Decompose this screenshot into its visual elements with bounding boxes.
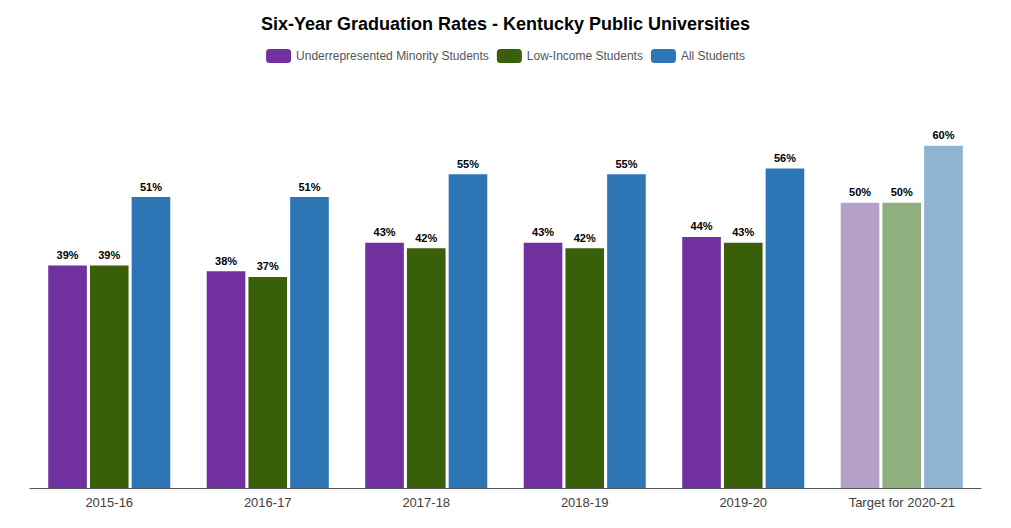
svg-text:39%: 39% — [57, 249, 79, 261]
svg-text:Target for 2020-21: Target for 2020-21 — [849, 495, 955, 510]
svg-text:All Students: All Students — [681, 49, 745, 63]
svg-text:50%: 50% — [849, 186, 871, 198]
svg-text:2019-20: 2019-20 — [719, 495, 767, 510]
svg-text:39%: 39% — [98, 249, 120, 261]
svg-text:2016-17: 2016-17 — [244, 495, 292, 510]
svg-text:55%: 55% — [457, 158, 479, 170]
svg-text:51%: 51% — [298, 181, 320, 193]
svg-text:42%: 42% — [574, 232, 596, 244]
svg-text:Underrepresented Minority Stud: Underrepresented Minority Students — [296, 49, 489, 63]
svg-text:51%: 51% — [140, 181, 162, 193]
svg-text:2018-19: 2018-19 — [561, 495, 609, 510]
svg-text:43%: 43% — [732, 226, 754, 238]
svg-text:Low-Income Students: Low-Income Students — [527, 49, 643, 63]
svg-text:50%: 50% — [891, 186, 913, 198]
svg-text:60%: 60% — [932, 129, 954, 141]
svg-text:37%: 37% — [257, 260, 279, 272]
svg-text:55%: 55% — [615, 158, 637, 170]
svg-text:43%: 43% — [374, 226, 396, 238]
svg-text:2017-18: 2017-18 — [402, 495, 450, 510]
svg-text:44%: 44% — [691, 220, 713, 232]
svg-text:56%: 56% — [774, 152, 796, 164]
svg-text:2015-16: 2015-16 — [85, 495, 133, 510]
svg-text:43%: 43% — [532, 226, 554, 238]
svg-text:Six-Year Graduation Rates - Ke: Six-Year Graduation Rates - Kentucky Pub… — [261, 14, 750, 34]
svg-text:42%: 42% — [415, 232, 437, 244]
svg-text:38%: 38% — [215, 255, 237, 267]
